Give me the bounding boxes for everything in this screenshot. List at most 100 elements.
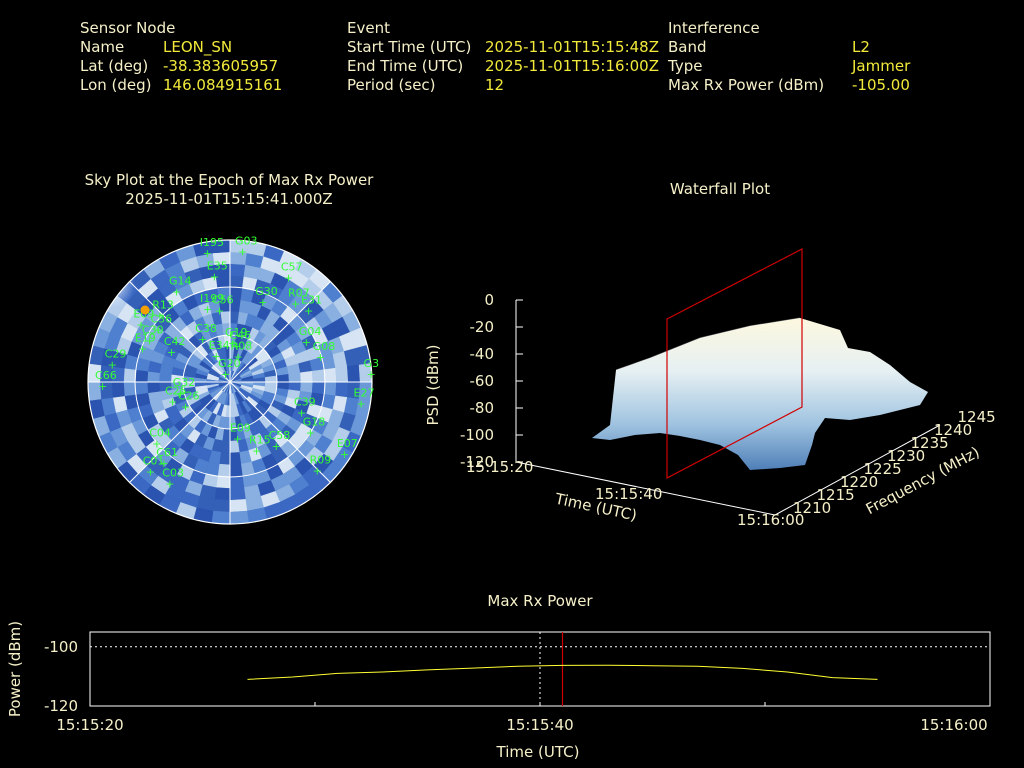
sky-tile [218, 452, 231, 466]
satellite-label: C61 [156, 446, 178, 459]
sky-tile [300, 370, 314, 383]
satellite-marker: + [340, 448, 349, 461]
sky-heatmap [88, 240, 372, 524]
freq-tick-label: 1240 [934, 421, 972, 439]
satellite-marker: + [357, 398, 366, 411]
satellite-label: C46 [229, 329, 251, 342]
max-power-chart: -100 -120 15:15:20 15:15:40 15:16:00 Power … [6, 621, 991, 761]
sky-tile [123, 381, 137, 397]
satellite-label: R07 [288, 286, 310, 299]
satellite-marker: + [302, 336, 311, 349]
sky-tile [111, 381, 125, 398]
sky-tile [300, 381, 314, 394]
satellite-marker: + [234, 351, 243, 364]
satellite-marker: + [304, 304, 313, 317]
sky-tile [335, 381, 349, 398]
satellite-marker: + [297, 407, 306, 420]
name-value: LEON_SN [163, 38, 233, 56]
satellite-label: G20 [218, 357, 241, 370]
satellite-marker: + [145, 334, 154, 347]
sky-plot: G03+I195+G14+E35+C57+R07+ E31+G30+R13+C36… [87, 235, 380, 525]
z-ticks: 0 -20 -40 -60 -80 -100 -120 [460, 291, 523, 471]
interference-header: Interference [668, 19, 760, 37]
freq-tick-label: 1225 [864, 460, 902, 478]
satellite-marker: + [228, 337, 237, 350]
satellite-label: G18 [303, 416, 326, 429]
sky-tile [214, 487, 231, 501]
x-tick-label: 15:15:20 [56, 716, 123, 734]
max-power-value: -105.00 [852, 76, 910, 94]
sky-tile [358, 363, 372, 383]
satellite-markers: G03+I195+G14+E35+C57+R07+ E31+G30+R13+C36… [95, 235, 380, 491]
satellite-label: C57 [281, 261, 303, 274]
lon-value: 146.084915161 [163, 76, 283, 94]
sky-tile [229, 275, 245, 289]
name-label: Name [80, 38, 125, 56]
satellite-marker: + [168, 396, 177, 409]
satellite-label: R13 [152, 298, 174, 311]
freq-tick-label: 1210 [793, 499, 831, 517]
satellite-label: I195 [200, 236, 224, 249]
waterfall-title: Waterfall Plot [669, 180, 771, 198]
satellite-label: R08 [231, 340, 253, 353]
satellite-label: C56 [212, 293, 234, 306]
satellite-label: E31 [301, 293, 322, 306]
y-tick-label: -120 [44, 697, 78, 715]
type-label: Type [668, 57, 703, 75]
satellite-label: C04 [149, 426, 171, 439]
satellite-marker: + [313, 465, 322, 478]
sky-tile [217, 463, 231, 477]
z-tick-label: -80 [470, 399, 495, 417]
sky-diag-2 [129, 281, 331, 483]
lat-value: -38.383605957 [163, 57, 279, 75]
type-value: Jammer [852, 57, 911, 75]
waterfall-surface [592, 318, 928, 470]
sky-tile [311, 381, 325, 395]
max-power-label: Max Rx Power (dBm) [668, 76, 825, 94]
sky-tile [135, 369, 149, 383]
satellite-marker: + [136, 319, 145, 332]
y-ticks: -100 -120 [44, 638, 78, 715]
satellite-marker: + [203, 303, 212, 316]
x-tick-label: 15:16:00 [920, 716, 987, 734]
satellite-marker: + [212, 350, 221, 363]
psd-axis-label: PSD (dBm) [424, 344, 442, 425]
sky-tile [229, 263, 246, 277]
satellite-marker: + [172, 286, 181, 299]
satellite-marker: + [159, 457, 168, 470]
waterfall-plot: 0 -20 -40 -60 -80 -100 -120 PSD (dBm) 15:15:20… [424, 248, 996, 529]
z-tick-label: -20 [470, 318, 495, 336]
satellite-label: R09 [310, 454, 332, 467]
freq-tick-label: 1215 [817, 486, 855, 504]
sky-tile [323, 367, 337, 383]
satellite-label: C36 [150, 313, 172, 326]
event-header: Event [347, 19, 390, 37]
sky-tile [88, 381, 102, 401]
satellite-label: C42 [164, 335, 186, 348]
satellite-label: G35 [364, 357, 380, 370]
satellite-marker: + [138, 342, 147, 355]
satellite-marker: + [203, 247, 212, 260]
z-tick-label: 0 [484, 291, 494, 309]
satellite-label: G32 [173, 376, 196, 389]
sky-tile [335, 366, 349, 383]
time-ticks: 15:15:20 15:15:40 15:16:00 [466, 458, 804, 529]
satellite-marker: + [153, 324, 162, 337]
satellite-marker: + [108, 358, 117, 371]
sky-tile [211, 240, 231, 254]
satellite-label: C01 [143, 454, 165, 467]
satellite-marker: + [258, 296, 267, 309]
sky-tile [211, 510, 231, 524]
freq-tick-label: 1230 [887, 447, 925, 465]
sky-tile [347, 364, 361, 383]
y-axis-label: Power (dBm) [6, 621, 24, 717]
satellite-marker: + [198, 333, 207, 346]
satellite-marker: + [284, 272, 293, 285]
sky-tile [288, 372, 302, 383]
z-tick-label: -40 [470, 345, 495, 363]
satellite-label: C58 [269, 429, 291, 442]
satellite-marker: + [306, 427, 315, 440]
period-label: Period (sec) [347, 76, 436, 94]
satellite-marker: + [98, 380, 107, 393]
